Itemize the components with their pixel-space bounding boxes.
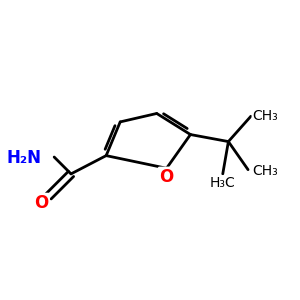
Text: CH₃: CH₃ bbox=[252, 164, 278, 178]
Text: O: O bbox=[159, 168, 174, 186]
Text: CH₃: CH₃ bbox=[252, 109, 278, 123]
Text: H₂N: H₂N bbox=[7, 149, 41, 167]
Text: O: O bbox=[34, 194, 48, 212]
Text: H₃C: H₃C bbox=[210, 176, 236, 190]
